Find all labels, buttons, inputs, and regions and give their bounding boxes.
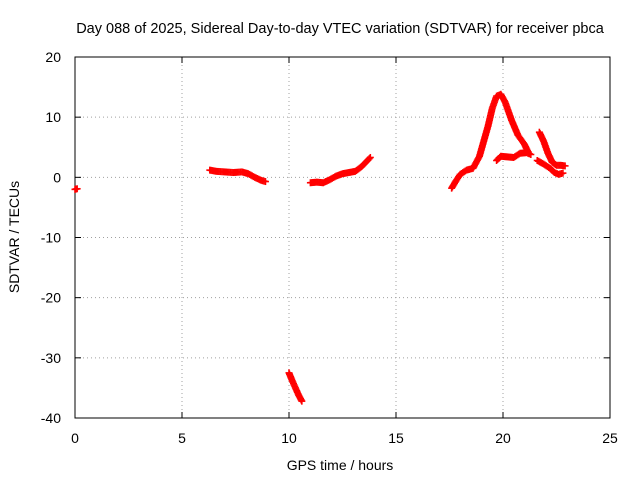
data-point [366, 153, 374, 161]
data-point [559, 169, 567, 177]
data-point [365, 155, 373, 163]
data-point [298, 397, 306, 405]
grid [75, 57, 610, 418]
series-seg-h [533, 156, 567, 178]
series-seg-a [71, 185, 81, 193]
data-point [73, 185, 81, 193]
y-tick-label: -40 [41, 410, 61, 426]
data-point [261, 178, 269, 186]
x-tick-label: 5 [178, 430, 186, 446]
data-point [561, 162, 569, 170]
x-tick-label: 25 [602, 430, 618, 446]
x-axis-label: GPS time / hours [287, 457, 394, 473]
y-tick-labels: -40 -30 -20 -10 0 10 20 [41, 49, 61, 426]
series-seg-b [206, 166, 269, 186]
data-points [71, 90, 569, 405]
y-tick-label: -30 [41, 350, 61, 366]
series-seg-g [535, 128, 569, 170]
y-tick-label: 20 [45, 49, 61, 65]
data-point [527, 150, 535, 158]
x-tick-labels: 0 5 10 15 20 25 [71, 430, 618, 446]
x-tick-label: 10 [281, 430, 297, 446]
series-seg-f [493, 149, 535, 164]
series-seg-c [285, 369, 306, 405]
x-tick-label: 20 [495, 430, 511, 446]
y-tick-label: -20 [41, 290, 61, 306]
x-tick-label: 0 [71, 430, 79, 446]
x-tick-label: 15 [388, 430, 404, 446]
y-axis-label: SDTVAR / TECUs [6, 181, 22, 293]
series-seg-e [448, 90, 533, 192]
series-seg-d [306, 153, 374, 187]
y-tick-label: 0 [53, 169, 61, 185]
y-tick-label: -10 [41, 230, 61, 246]
chart-title: Day 088 of 2025, Sidereal Day-to-day VTE… [76, 21, 605, 37]
axis-ticks [74, 56, 611, 419]
y-tick-label: 10 [45, 109, 61, 125]
